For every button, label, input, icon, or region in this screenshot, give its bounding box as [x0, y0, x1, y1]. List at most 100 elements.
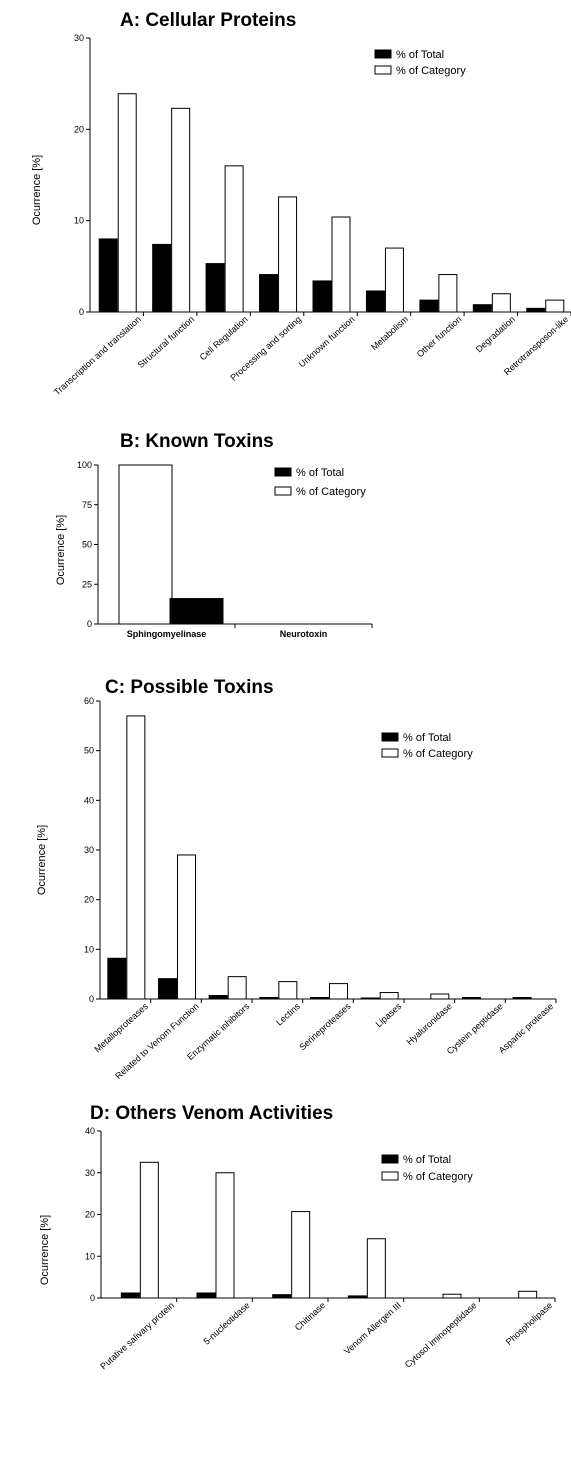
bar-category	[366, 1238, 386, 1299]
bar-total	[365, 290, 385, 313]
legend-total-label: % of Total	[403, 732, 451, 744]
bar-category	[438, 274, 458, 313]
bar-total	[312, 280, 332, 313]
bar-total	[169, 598, 224, 625]
legend-total-swatch	[381, 1154, 399, 1164]
bar-category	[139, 1161, 159, 1299]
bar-total	[98, 238, 118, 313]
bar-category	[545, 299, 565, 313]
legend-total-swatch	[381, 732, 399, 742]
y-tick-label: 20	[85, 1210, 95, 1220]
y-tick-label: 30	[85, 1168, 95, 1178]
bar-category	[278, 196, 298, 313]
legend-category-label: % of Category	[403, 748, 473, 760]
y-tick-label: 50	[82, 540, 92, 550]
bar-category	[227, 976, 247, 1000]
y-tick-label: 20	[84, 895, 94, 905]
x-tick-label: Structural function	[136, 314, 197, 370]
x-tick-label: Transcription and translation	[52, 314, 143, 397]
x-tick-label: Metalloproteases	[92, 1001, 150, 1055]
legend-category-swatch	[374, 65, 392, 75]
x-tick-label: Putative salivary protein	[98, 1300, 176, 1371]
bar-total	[205, 263, 225, 313]
y-tick-label: 60	[84, 696, 94, 706]
bar-total	[259, 997, 279, 1000]
bar-category	[430, 993, 450, 1000]
bar-total	[196, 1292, 216, 1299]
panel-b-ylabel: Ocurrence [%]	[55, 515, 67, 585]
bar-category	[224, 165, 244, 313]
bar-total	[472, 304, 492, 313]
x-tick-label: Lipases	[374, 1001, 404, 1030]
bar-total	[152, 243, 172, 313]
bar-total	[347, 1295, 367, 1299]
legend-category-swatch	[381, 748, 399, 758]
panel-d-ylabel: Ocurrence [%]	[39, 1215, 51, 1285]
legend-total-label: % of Total	[396, 49, 444, 61]
bar-total	[512, 997, 532, 1000]
bar-category	[518, 1290, 538, 1299]
x-tick-label: Cytosol iminopeptidase	[403, 1300, 479, 1370]
bar-category	[126, 715, 146, 1000]
x-tick-label: Other function	[415, 314, 464, 359]
legend-category-swatch	[274, 486, 292, 496]
y-tick-label: 10	[84, 944, 94, 954]
legend-total-swatch	[374, 49, 392, 59]
bar-category	[215, 1172, 235, 1299]
x-tick-label: Chitinase	[293, 1300, 328, 1333]
y-tick-label: 100	[77, 460, 92, 470]
bar-category	[118, 464, 173, 625]
panel-c-title: C: Possible Toxins	[105, 677, 274, 698]
x-tick-label: Degradation	[474, 314, 517, 354]
bar-total	[272, 1294, 292, 1299]
y-tick-label: 30	[84, 845, 94, 855]
legend-category-swatch	[381, 1171, 399, 1181]
y-tick-label: 0	[79, 307, 84, 317]
bar-total	[107, 957, 127, 1000]
bar-category	[331, 216, 351, 313]
bar-total	[208, 995, 228, 1000]
bar-category	[291, 1211, 311, 1299]
bar-category	[491, 293, 511, 313]
legend-category-label: % of Category	[296, 486, 366, 498]
bar-category	[384, 247, 404, 313]
x-tick-label: Serineproteases	[297, 1001, 353, 1053]
legend-total-label: % of Total	[403, 1154, 451, 1166]
bar-category	[329, 983, 348, 1000]
x-tick-label: 5-nucleotidase	[201, 1300, 251, 1347]
panel-d: D: Others Venom Activities Ocurrence [%]…	[39, 1103, 556, 1371]
x-tick-label: Metabolism	[369, 314, 410, 352]
y-tick-label: 75	[82, 500, 92, 510]
y-tick-label: 0	[89, 994, 94, 1004]
legend-category-label: % of Category	[396, 65, 466, 77]
y-tick-label: 40	[84, 795, 94, 805]
y-tick-label: 20	[74, 124, 84, 134]
x-tick-label: Hyaluronidase	[405, 1001, 454, 1047]
bar-total	[158, 978, 177, 1000]
bar-category	[442, 1293, 462, 1299]
x-tick-label: Lectins	[274, 1001, 302, 1028]
bar-total	[310, 997, 329, 1000]
panel-d-title: D: Others Venom Activities	[90, 1103, 333, 1124]
y-tick-label: 10	[74, 216, 84, 226]
x-tick-label: Unknown function	[297, 314, 357, 369]
bar-category	[379, 992, 399, 1000]
bar-category	[278, 981, 298, 1000]
panel-a: A: Cellular Proteins Ocurrence [%] % of …	[31, 10, 571, 397]
x-tick-label: Cell Regulation	[198, 314, 250, 362]
bar-total	[259, 274, 279, 313]
y-tick-label: 30	[74, 33, 84, 43]
y-tick-label: 50	[84, 746, 94, 756]
bar-total	[360, 997, 380, 1000]
panel-b-title: B: Known Toxins	[120, 431, 274, 452]
panel-a-title: A: Cellular Proteins	[120, 10, 296, 31]
x-tick-label: Venom Allergen III	[342, 1300, 403, 1356]
x-tick-label: Neurotoxin	[280, 629, 328, 639]
x-tick-label: Sphingomyelinase	[127, 629, 207, 639]
bar-total	[526, 307, 546, 313]
panel-c: C: Possible Toxins Ocurrence [%] % of To…	[36, 677, 557, 1081]
panel-b: B: Known Toxins Ocurrence [%] % of Total…	[55, 431, 373, 639]
panel-c-ylabel: Ocurrence [%]	[36, 825, 48, 895]
y-tick-label: 25	[82, 579, 92, 589]
